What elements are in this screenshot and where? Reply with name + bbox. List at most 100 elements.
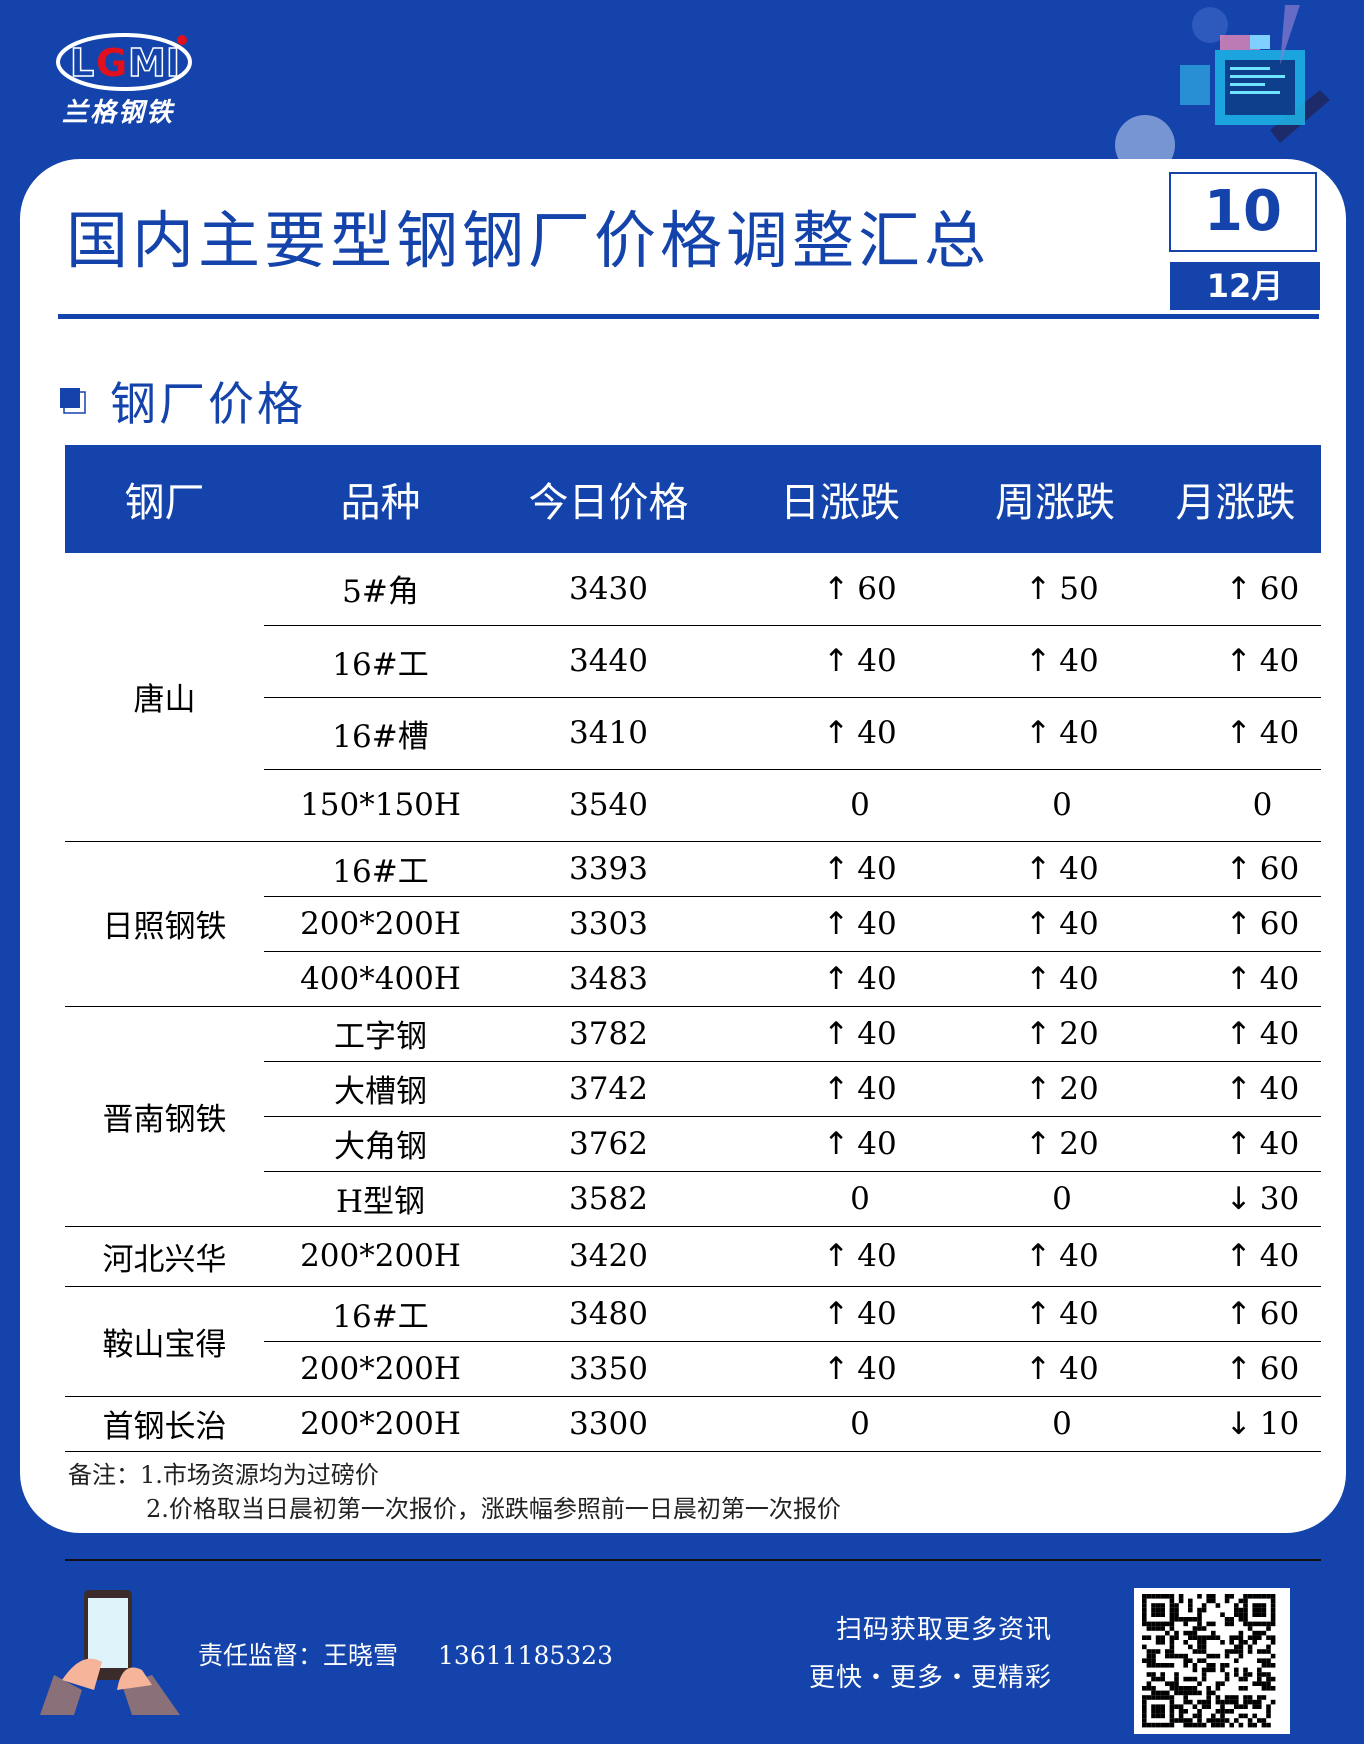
arrow-up-icon: ↑ [823, 850, 850, 887]
change-value: 40 [857, 905, 897, 942]
price: 3303 [497, 896, 720, 952]
month-change: ↑ 40 [1150, 951, 1321, 1007]
price: 3393 [497, 841, 720, 897]
week-change: 0 [960, 769, 1150, 842]
variety: 16#工 [264, 1286, 497, 1342]
day-change: ↑ 40 [720, 1116, 960, 1172]
change-value: 40 [857, 960, 897, 997]
week-change: ↑ 20 [960, 1116, 1150, 1172]
date-day: 10 [1169, 172, 1317, 252]
variety: 16#工 [264, 625, 497, 698]
month-change: 0 [1150, 769, 1321, 842]
table-row: H型钢 3582 0 0 ↓ 30 [65, 1171, 1321, 1227]
change-value: 60 [1259, 850, 1300, 887]
change-value: 40 [1259, 1238, 1300, 1274]
contact-info: 责任监督：王晓雪 13611185323 [198, 1636, 613, 1672]
table-row: 16#工 3440 ↑ 40 ↑ 40 ↑ 40 [65, 625, 1321, 698]
price: 3742 [497, 1061, 720, 1117]
week-change: 0 [960, 1171, 1150, 1227]
variety: 大槽钢 [264, 1061, 497, 1117]
change-value: 20 [1059, 1125, 1099, 1162]
arrow-up-icon: ↑ [1025, 850, 1052, 887]
week-change: ↑ 40 [960, 951, 1150, 1007]
arrow-up-icon: ↑ [1225, 960, 1252, 997]
change-value: 40 [1059, 960, 1099, 997]
table-row: 河北兴华 200*200H 3420 ↑ 40 ↑ 40 ↑ 40 [65, 1226, 1321, 1287]
change-value: 40 [857, 850, 897, 887]
arrow-up-icon: ↑ [823, 1238, 850, 1274]
header-day-change: 日涨跌 [720, 445, 960, 553]
mill-name: 日照钢铁 [65, 841, 264, 1007]
price: 3430 [497, 553, 720, 626]
month-change: ↑ 40 [1150, 1061, 1321, 1117]
week-change: ↑ 40 [960, 1286, 1150, 1342]
arrow-up-icon: ↑ [1025, 1238, 1052, 1274]
variety: 200*200H [264, 1396, 497, 1452]
mill-name: 鞍山宝得 [65, 1286, 264, 1397]
table-row: 400*400H 3483 ↑ 40 ↑ 40 ↑ 40 [65, 951, 1321, 1007]
change-value: 40 [1259, 1015, 1300, 1052]
header-week-change: 周涨跌 [960, 445, 1150, 553]
arrow-up-icon: ↑ [1025, 1125, 1052, 1162]
change-value: 0 [850, 1405, 870, 1442]
week-change: ↑ 40 [960, 1226, 1150, 1287]
week-change: 0 [960, 1396, 1150, 1452]
change-value: 60 [1259, 1295, 1300, 1332]
price: 3420 [497, 1226, 720, 1287]
arrow-up-icon: ↑ [1025, 1295, 1052, 1332]
table-row: 鞍山宝得 16#工 3480 ↑ 40 ↑ 40 ↑ 60 [65, 1286, 1321, 1397]
arrow-up-icon: ↑ [823, 715, 850, 751]
week-change: ↑ 20 [960, 1006, 1150, 1062]
change-value: 40 [857, 1125, 897, 1162]
change-value: 40 [857, 1238, 897, 1274]
day-change: ↑ 40 [720, 1341, 960, 1397]
week-change: ↑ 40 [960, 896, 1150, 952]
month-change: ↑ 60 [1150, 553, 1321, 626]
table-row: 唐山 5#角 3430 ↑ 60 ↑ 50 ↑ 60 [65, 553, 1321, 842]
section-square-icon [60, 388, 86, 414]
change-value: 40 [1059, 905, 1099, 942]
change-value: 50 [1059, 570, 1099, 607]
qr-code[interactable] [1134, 1588, 1290, 1734]
header-variety: 品种 [264, 445, 497, 553]
variety: 5#角 [264, 553, 497, 626]
note-line-1: 备注：1.市场资源均为过磅价 [68, 1461, 379, 1489]
month-change: ↑ 40 [1150, 697, 1321, 770]
arrow-up-icon: ↑ [1025, 960, 1052, 997]
change-value: 40 [857, 1015, 897, 1052]
variety: 16#槽 [264, 697, 497, 770]
arrow-up-icon: ↑ [1025, 570, 1052, 607]
date-month: 12月 [1170, 262, 1320, 310]
supervisor: 责任监督：王晓雪 [198, 1641, 399, 1670]
mill-name: 晋南钢铁 [65, 1006, 264, 1227]
month-change: ↑ 60 [1150, 841, 1321, 897]
arrow-up-icon: ↑ [823, 1295, 850, 1332]
price: 3762 [497, 1116, 720, 1172]
day-change: ↑ 40 [720, 896, 960, 952]
week-change: ↑ 40 [960, 841, 1150, 897]
change-value: 60 [1259, 570, 1300, 607]
header-month-change: 月涨跌 [1150, 445, 1321, 553]
day-change: 0 [720, 1171, 960, 1227]
change-value: 0 [850, 787, 870, 823]
month-change: ↑ 60 [1150, 1341, 1321, 1397]
change-value: 0 [1052, 1180, 1072, 1217]
arrow-up-icon: ↑ [1225, 1015, 1252, 1052]
change-value: 40 [857, 643, 897, 679]
table-row: 首钢长治 200*200H 3300 0 0 ↓ 10 [65, 1396, 1321, 1452]
arrow-down-icon: ↓ [1225, 1180, 1252, 1217]
week-change: ↑ 40 [960, 697, 1150, 770]
scan-text: 扫码获取更多资讯 [835, 1615, 1052, 1645]
change-value: 60 [1259, 905, 1300, 942]
arrow-up-icon: ↑ [823, 1015, 850, 1052]
arrow-up-icon: ↑ [823, 1350, 850, 1387]
day-change: ↑ 40 [720, 697, 960, 770]
variety: 大角钢 [264, 1116, 497, 1172]
arrow-up-icon: ↑ [823, 1125, 850, 1162]
arrow-up-icon: ↑ [1025, 643, 1052, 679]
variety: 200*200H [264, 1341, 497, 1397]
price: 3300 [497, 1396, 720, 1452]
change-value: 40 [857, 1295, 897, 1332]
change-value: 30 [1259, 1180, 1300, 1217]
month-change: ↓ 10 [1150, 1396, 1321, 1452]
